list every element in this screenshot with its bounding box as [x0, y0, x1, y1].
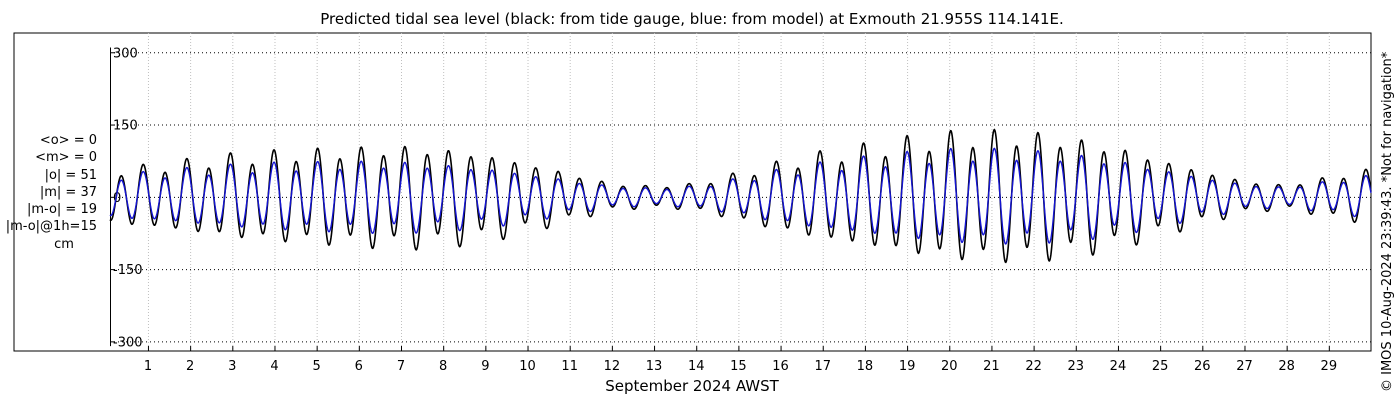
- stat-abs-observed: |o| = 51: [44, 167, 97, 183]
- x-tick-label: 19: [899, 359, 916, 374]
- chart-title: Predicted tidal sea level (black: from t…: [320, 10, 1064, 28]
- x-tick-label: 4: [270, 359, 278, 374]
- x-tick-label: 26: [1194, 359, 1211, 374]
- x-tick-label: 20: [941, 359, 958, 374]
- stat-abs-model: |m| = 37: [39, 184, 97, 200]
- x-tick-label: 10: [519, 359, 536, 374]
- x-tick-label: 9: [481, 359, 489, 374]
- x-tick-label: 12: [604, 359, 621, 374]
- x-axis-label: September 2024 AWST: [605, 377, 779, 395]
- x-tick-label: 3: [228, 359, 236, 374]
- x-tick-label: 24: [1110, 359, 1127, 374]
- x-tick-label: 8: [439, 359, 447, 374]
- y-tick-label: 0: [113, 191, 121, 206]
- stat-abs-difference-1h: |m-o|@1h=15: [5, 219, 97, 235]
- x-tick-label: 14: [688, 359, 705, 374]
- x-tick-label: 1: [144, 359, 152, 374]
- stat-mean-observed: <o> = 0: [39, 133, 97, 148]
- x-tick-label: 25: [1152, 359, 1169, 374]
- y-tick-label: -300: [113, 335, 143, 350]
- x-tick-label: 13: [646, 359, 663, 374]
- y-tick-label: 150: [113, 119, 138, 134]
- x-tick-label: 15: [730, 359, 747, 374]
- stat-unit: cm: [54, 236, 74, 252]
- x-tick-label: 23: [1068, 359, 1085, 374]
- x-tick-label: 6: [355, 359, 363, 374]
- x-tick-label: 27: [1236, 359, 1253, 374]
- y-tick-label: -150: [113, 263, 143, 278]
- x-tick-label: 16: [772, 359, 789, 374]
- series-line-tide-gauge: [109, 128, 1372, 264]
- x-tick-label: 2: [186, 359, 194, 374]
- credit-note: © IMOS 10-Aug-2024 23:39:43. *Not for na…: [1380, 51, 1395, 392]
- stat-abs-difference: |m-o| = 19: [26, 202, 97, 218]
- x-tick-label: 17: [814, 359, 831, 374]
- x-tick-label: 18: [857, 359, 874, 374]
- stat-mean-model: <m> = 0: [35, 150, 97, 166]
- x-tick-label: 7: [397, 359, 405, 374]
- y-tick-label: 300: [113, 46, 138, 61]
- x-tick-label: 29: [1321, 359, 1338, 374]
- x-tick-label: 11: [561, 359, 578, 374]
- x-tick-label: 21: [983, 359, 1000, 374]
- x-tick-label: 5: [313, 359, 321, 374]
- x-tick-label: 22: [1025, 359, 1042, 374]
- statistics-panel: <o> = 0 <m> = 0 |o| = 51 |m| = 37 |m-o| …: [0, 132, 114, 253]
- series-line-model: [109, 147, 1372, 245]
- x-tick-label: 28: [1278, 359, 1295, 374]
